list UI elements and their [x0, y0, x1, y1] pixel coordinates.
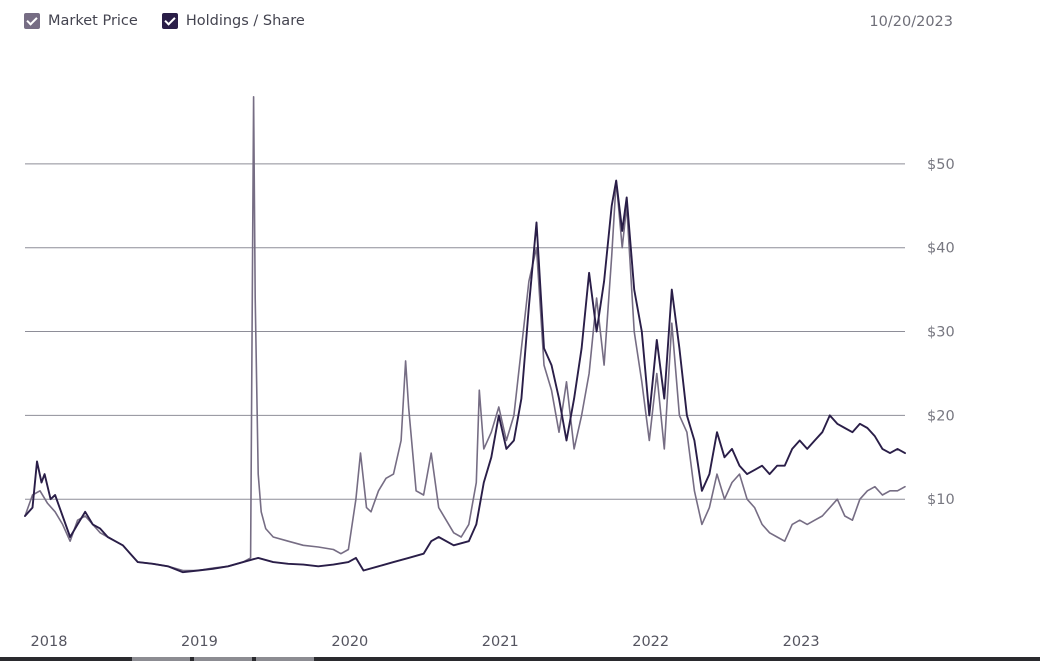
y-tick-label: $10 — [927, 492, 955, 508]
taskbar-button[interactable] — [132, 657, 190, 661]
y-tick-label: $20 — [927, 408, 955, 424]
taskbar-button[interactable] — [194, 657, 252, 661]
date-label: 10/20/2023 — [869, 14, 953, 30]
legend-item-market-price[interactable]: Market Price — [24, 13, 138, 29]
taskbar-button[interactable] — [256, 657, 314, 661]
x-tick-label: 2020 — [331, 634, 368, 650]
series-line-holdings-share — [24, 179, 906, 574]
checkbox-checked-icon[interactable] — [24, 13, 40, 29]
legend-item-holdings-share[interactable]: Holdings / Share — [161, 13, 305, 29]
x-tick-label: 2019 — [181, 634, 218, 650]
y-tick-label: $40 — [927, 241, 955, 257]
x-tick-label: 2023 — [783, 634, 820, 650]
x-tick-label: 2022 — [632, 634, 669, 650]
y-tick-label: $50 — [927, 157, 955, 173]
legend-label-market-price: Market Price — [48, 13, 138, 29]
legend-label-holdings-share: Holdings / Share — [185, 13, 305, 29]
y-tick-label: $30 — [927, 325, 955, 341]
taskbar — [0, 657, 1040, 661]
checkbox-checked-icon[interactable] — [161, 13, 178, 29]
x-tick-label: 2021 — [482, 634, 519, 650]
legend: Market Price Holdings / Share — [24, 13, 329, 29]
x-tick-label: 2018 — [31, 634, 68, 650]
